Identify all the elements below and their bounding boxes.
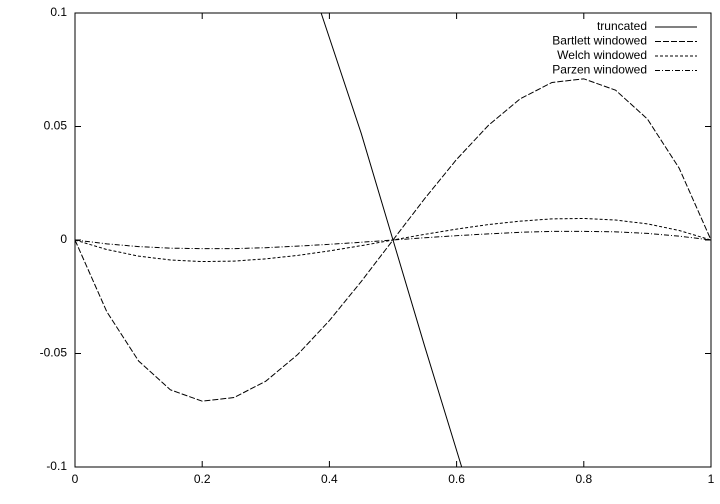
legend-label: truncated bbox=[597, 19, 647, 33]
y-tick-label: -0.1 bbox=[46, 459, 67, 473]
x-tick-label: 0.6 bbox=[448, 472, 465, 486]
y-tick-label: 0 bbox=[60, 232, 67, 246]
y-tick-label: 0.05 bbox=[44, 119, 68, 133]
x-tick-label: 0.2 bbox=[194, 472, 211, 486]
y-tick-label: -0.05 bbox=[40, 346, 68, 360]
legend-label: Parzen windowed bbox=[552, 63, 647, 77]
plot-area bbox=[75, 13, 711, 467]
series-line bbox=[75, 230, 711, 250]
x-tick-label: 0.4 bbox=[321, 472, 338, 486]
legend-label: Welch windowed bbox=[557, 48, 647, 62]
series-line bbox=[75, 217, 711, 263]
legend-label: Bartlett windowed bbox=[552, 34, 647, 48]
x-tick-label: 1 bbox=[708, 472, 715, 486]
x-tick-label: 0.8 bbox=[575, 472, 592, 486]
x-tick-label: 0 bbox=[72, 472, 79, 486]
y-tick-label: 0.1 bbox=[50, 5, 67, 19]
